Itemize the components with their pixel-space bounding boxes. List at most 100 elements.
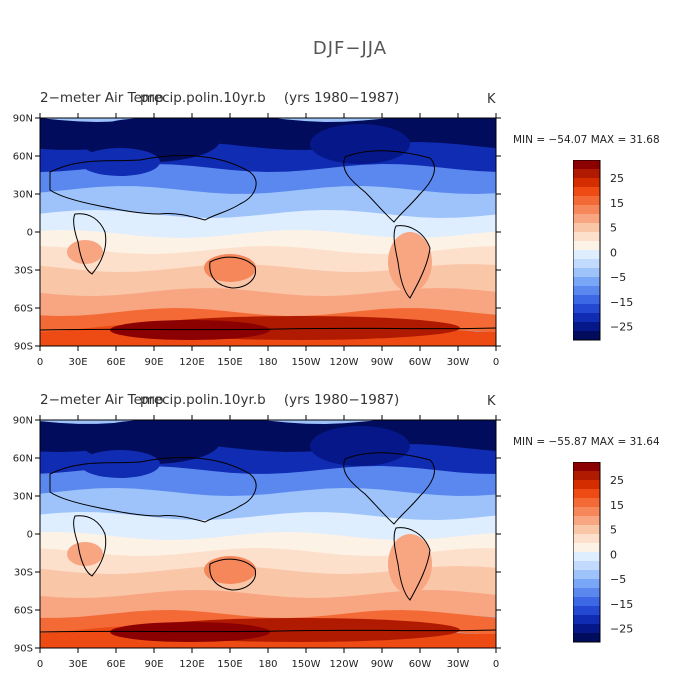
- coastline: [393, 527, 431, 601]
- colorbar-swatch: [573, 322, 600, 332]
- temperature-region: [310, 124, 410, 164]
- lon-tick-label: 150W: [292, 357, 321, 368]
- temperature-map: 90N 60N 30N 0 30S 60S 90S 0 30E 60E 90E 120E 150E 180…: [13, 113, 501, 368]
- lon-tick-label: 150E: [217, 357, 242, 368]
- temperature-region: [310, 426, 410, 466]
- colorbar: 25 15 5 0 −5 −15 −25: [573, 462, 633, 643]
- colorbar-swatch: [573, 588, 600, 598]
- lon-tick-label: 30W: [447, 357, 470, 368]
- colorbar-swatch: [573, 241, 600, 251]
- lat-tick-label: 60S: [14, 606, 33, 617]
- colorbar-label: 0: [610, 548, 617, 561]
- coastline: [343, 150, 435, 223]
- colorbar-swatch: [573, 250, 600, 260]
- colorbar-swatch: [573, 187, 600, 197]
- colorbar-swatch: [573, 489, 600, 499]
- coastline: [209, 558, 257, 591]
- units-label: K: [487, 92, 496, 107]
- lat-tick-label: 90N: [13, 114, 33, 125]
- lon-tick-label: 120W: [330, 659, 359, 670]
- page-title: DJF−JJA: [312, 38, 388, 59]
- coastline: [73, 213, 107, 275]
- colorbar-swatch: [573, 160, 600, 170]
- panel-title-variable: 2−meter Air Temp: [40, 90, 164, 106]
- colorbar-label: −25: [610, 623, 633, 636]
- panel-title: 2−meter Air Temp precip.polin.10yr.b (yr…: [40, 90, 399, 106]
- colorbar-swatch: [573, 232, 600, 242]
- colorbar-swatch: [573, 286, 600, 296]
- temperature-band: [40, 246, 496, 278]
- coastline: [73, 515, 107, 577]
- lat-tick-label: 60N: [13, 152, 33, 163]
- lon-tick-label: 0: [37, 659, 43, 670]
- colorbar-swatch: [573, 268, 600, 278]
- temperature-band: [40, 512, 496, 546]
- colorbar-swatch: [573, 615, 600, 625]
- colorbar-label: −25: [610, 321, 633, 334]
- colorbar-swatch: [573, 606, 600, 616]
- lat-tick-label: 0: [27, 530, 33, 541]
- colorbar-swatch: [573, 597, 600, 607]
- lon-tick-label: 60E: [106, 659, 125, 670]
- temperature-band: [40, 230, 496, 260]
- colorbar: 25 15 5 0 −5 −15 −25: [573, 160, 633, 341]
- panel-title-case: precip.polin.10yr.b: [140, 392, 266, 408]
- coastline: [49, 457, 257, 523]
- units-label: K: [487, 394, 496, 409]
- map-panel-top: 2−meter Air Temp precip.polin.10yr.b (yr…: [0, 90, 700, 390]
- colorbar-swatch: [573, 259, 600, 269]
- colorbar-swatch: [573, 169, 600, 179]
- colorbar-swatch: [573, 331, 600, 341]
- colorbar-swatch: [573, 543, 600, 553]
- coastline: [40, 327, 496, 331]
- lon-tick-label: 90E: [144, 357, 163, 368]
- coastline: [49, 155, 257, 221]
- min-max-label: MIN = −55.87 MAX = 31.64: [513, 436, 660, 448]
- lat-tick-label: 60S: [14, 304, 33, 315]
- colorbar-swatch: [573, 178, 600, 188]
- colorbar-label: 15: [610, 499, 624, 512]
- max-label: MAX = 31.64: [590, 436, 660, 448]
- panel-title-years: (yrs 1980−1987): [283, 392, 400, 408]
- temperature-region: [204, 556, 256, 584]
- lat-tick-label: 90S: [14, 342, 33, 353]
- colorbar-label: 0: [610, 246, 617, 259]
- temperature-region: [67, 542, 103, 566]
- colorbar-label: 25: [610, 172, 624, 185]
- lat-tick-label: 90S: [14, 644, 33, 655]
- lat-tick-label: 30S: [14, 568, 33, 579]
- panel-title-variable: 2−meter Air Temp: [40, 392, 164, 408]
- colorbar-swatch: [573, 214, 600, 224]
- colorbar-label: 25: [610, 474, 624, 487]
- coastline: [343, 452, 435, 525]
- lon-tick-label: 120E: [179, 659, 204, 670]
- map-field: [40, 420, 496, 648]
- colorbar-label: 5: [610, 524, 617, 537]
- lon-tick-label: 150E: [217, 659, 242, 670]
- map-panel-bottom: 2−meter Air Temp precip.polin.10yr.b (yr…: [0, 392, 700, 692]
- colorbar-label: 15: [610, 197, 624, 210]
- colorbar-swatch: [573, 624, 600, 634]
- colorbar-swatch: [573, 534, 600, 544]
- lon-tick-label: 30E: [68, 357, 87, 368]
- coastline: [393, 225, 431, 299]
- lat-tick-label: 30S: [14, 266, 33, 277]
- temperature-region: [67, 240, 103, 264]
- coastline: [40, 629, 496, 633]
- lat-tick-label: 0: [27, 228, 33, 239]
- colorbar-swatch: [573, 579, 600, 589]
- lon-tick-label: 90W: [371, 659, 394, 670]
- lon-tick-label: 180: [258, 357, 277, 368]
- colorbar-swatch: [573, 277, 600, 287]
- lon-tick-label: 60W: [409, 659, 432, 670]
- colorbar-swatch: [573, 196, 600, 206]
- colorbar-swatch: [573, 570, 600, 580]
- lat-tick-label: 90N: [13, 416, 33, 427]
- colorbar-swatch: [573, 480, 600, 490]
- colorbar-swatch: [573, 633, 600, 643]
- lon-tick-label: 60W: [409, 357, 432, 368]
- lon-tick-label: 0: [37, 357, 43, 368]
- lon-tick-label: 180: [258, 659, 277, 670]
- temperature-band: [40, 210, 496, 244]
- min-label: MIN = −55.87: [513, 436, 588, 448]
